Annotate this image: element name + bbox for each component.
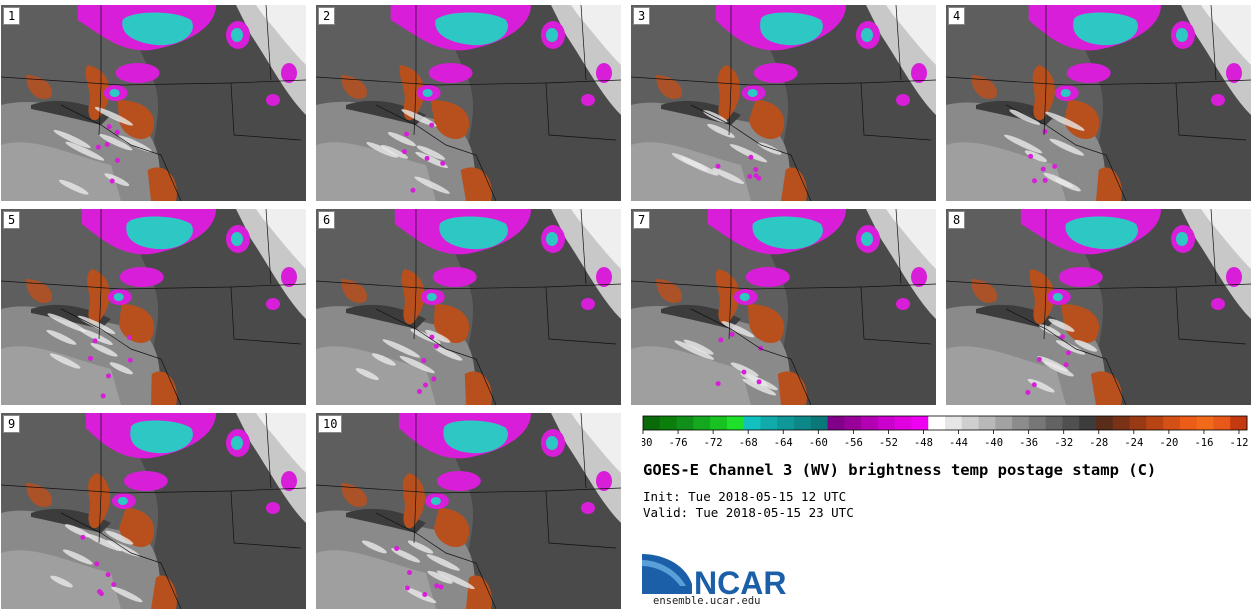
colorbar-tick-label: -72 [704, 437, 723, 449]
colorbar-swatch [710, 416, 728, 430]
colorbar-swatch [827, 416, 845, 430]
colorbar-tick-label: -28 [1089, 437, 1108, 449]
colorbar-swatch [978, 416, 996, 430]
colorbar-swatch [1213, 416, 1231, 430]
colorbar-tick-label: -24 [1124, 437, 1143, 449]
init-time: Init: Tue 2018-05-15 12 UTC [643, 489, 847, 504]
colorbar-swatch [1230, 416, 1248, 430]
colorbar-swatch [777, 416, 795, 430]
postage-stamp-panel: 7 [631, 209, 936, 405]
ncar-logo-text: NCAR [694, 565, 786, 601]
site-url: ensemble.ucar.edu [653, 595, 761, 607]
panel-number-label: 8 [948, 211, 966, 229]
colorbar-swatch [693, 416, 711, 430]
valid-time: Valid: Tue 2018-05-15 23 UTC [643, 505, 854, 520]
colorbar-swatch [1012, 416, 1030, 430]
wv-map [316, 413, 621, 609]
postage-stamp-panel: 5 [1, 209, 306, 405]
colorbar-tick-label: -48 [914, 437, 933, 449]
colorbar-swatch [1096, 416, 1114, 430]
wv-map [316, 209, 621, 405]
colorbar-swatch [1146, 416, 1164, 430]
ncar-logo: NCAR [642, 554, 786, 601]
colorbar-swatch [1045, 416, 1063, 430]
colorbar-tick-label: -12 [1230, 437, 1248, 449]
postage-stamp-panel: 4 [946, 5, 1251, 201]
colorbar-swatch [928, 416, 946, 430]
colorbar-swatch [1079, 416, 1097, 430]
colorbar-swatch [1112, 416, 1131, 430]
panel-number-label: 5 [3, 211, 21, 229]
colorbar-tick-label: -68 [739, 437, 758, 449]
colorbar-swatch [1196, 416, 1214, 430]
wv-map [946, 5, 1251, 201]
colorbar-tick-label: -16 [1194, 437, 1213, 449]
colorbar-swatch [861, 416, 879, 430]
colorbar: -80 -76 -72 -68 -64 -60 -56 -52 -48 -44 -40 -36 -32 -… [642, 415, 1248, 449]
colorbar-swatch [794, 416, 812, 430]
wv-map [631, 5, 936, 201]
colorbar-swatch [877, 416, 896, 430]
ncar-logo-swoosh-light [642, 560, 686, 586]
colorbar-tick-label: -60 [809, 437, 828, 449]
colorbar-tick-label: -76 [669, 437, 688, 449]
chart-title: GOES-E Channel 3 (WV) brightness temp po… [643, 461, 1157, 479]
panel-number-label: 10 [318, 415, 343, 433]
postage-stamp-panel: 10 [316, 413, 621, 609]
panel-number-label: 1 [3, 7, 21, 25]
colorbar-tick-label: -56 [844, 437, 863, 449]
colorbar-swatch [1129, 416, 1147, 430]
colorbar-tick-label: -36 [1019, 437, 1038, 449]
panel-number-label: 9 [3, 415, 21, 433]
wv-map [1, 413, 306, 609]
colorbar-swatch [760, 416, 778, 430]
colorbar-swatch [676, 416, 694, 430]
colorbar-swatch [1062, 416, 1080, 430]
colorbar-tick-label: -40 [984, 437, 1003, 449]
colorbar-swatch [810, 416, 829, 430]
colorbar-swatch [844, 416, 862, 430]
wv-map [1, 209, 306, 405]
wv-map [631, 209, 936, 405]
colorbar-tick-label: -80 [642, 437, 652, 449]
colorbar-swatch [995, 416, 1013, 430]
wv-map [316, 5, 621, 201]
panel-number-label: 6 [318, 211, 336, 229]
postage-stamp-panel: 1 [1, 5, 306, 201]
colorbar-tick-label: -52 [879, 437, 898, 449]
postage-stamp-panel: 6 [316, 209, 621, 405]
colorbar-swatch [911, 416, 929, 430]
wv-map [1, 5, 306, 201]
colorbar-swatch [1163, 416, 1181, 430]
colorbar-swatch [643, 416, 661, 430]
postage-stamp-panel: 9 [1, 413, 306, 609]
colorbar-swatch [726, 416, 745, 430]
colorbar-swatch [659, 416, 678, 430]
wv-map [946, 209, 1251, 405]
panel-number-label: 3 [633, 7, 651, 25]
colorbar-swatch [945, 416, 963, 430]
colorbar-swatch [1179, 416, 1198, 430]
colorbar-tick-label: -32 [1054, 437, 1073, 449]
postage-stamp-panel: 8 [946, 209, 1251, 405]
postage-stamp-panel: 3 [631, 5, 936, 201]
colorbar-swatch [1028, 416, 1047, 430]
colorbar-swatch [743, 416, 761, 430]
ncar-logo-swoosh [642, 554, 692, 594]
panel-number-label: 2 [318, 7, 336, 25]
panel-number-label: 4 [948, 7, 966, 25]
colorbar-tick-label: -64 [774, 437, 793, 449]
colorbar-tick-label: -44 [949, 437, 968, 449]
colorbar-swatch [894, 416, 912, 430]
postage-stamp-panel: 2 [316, 5, 621, 201]
colorbar-tick-label: -20 [1159, 437, 1178, 449]
panel-number-label: 7 [633, 211, 651, 229]
colorbar-swatch [961, 416, 980, 430]
